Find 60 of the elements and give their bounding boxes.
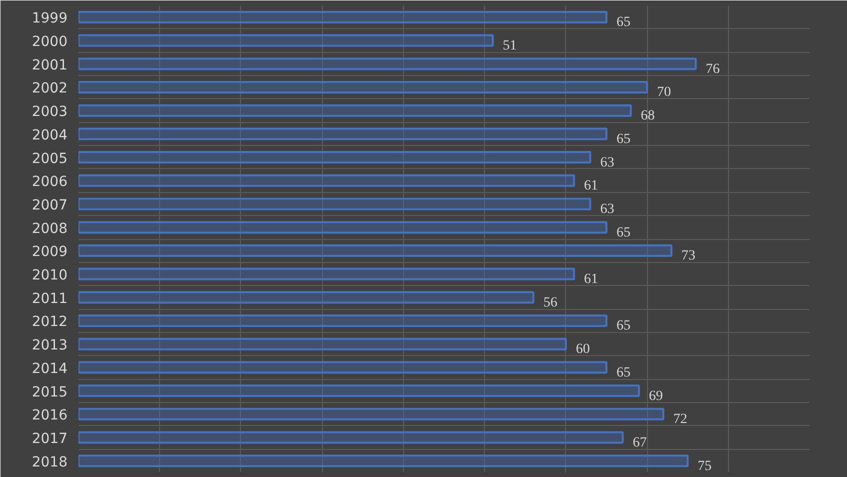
y-tick-label: 2007 bbox=[32, 197, 68, 214]
bar bbox=[78, 128, 608, 140]
data-label: 75 bbox=[698, 458, 712, 474]
data-label: 69 bbox=[648, 388, 663, 404]
data-label: 70 bbox=[657, 85, 672, 100]
data-label: 73 bbox=[681, 248, 696, 264]
bar bbox=[78, 221, 608, 234]
y-tick-label: 2009 bbox=[32, 244, 68, 260]
y-tick-label: 2014 bbox=[32, 360, 68, 377]
data-label: 67 bbox=[632, 435, 647, 450]
y-tick-label: 2012 bbox=[32, 314, 68, 330]
data-label: 65 bbox=[616, 15, 630, 30]
bar bbox=[78, 431, 624, 444]
y-tick-label: 2016 bbox=[32, 408, 68, 424]
bar bbox=[78, 454, 689, 468]
data-label: 56 bbox=[543, 295, 558, 310]
bar bbox=[78, 34, 494, 47]
data-label: 63 bbox=[600, 155, 614, 170]
data-label: 76 bbox=[706, 62, 720, 77]
bar bbox=[78, 104, 632, 117]
y-tick-label: 2017 bbox=[32, 430, 68, 447]
y-tick-label: 2006 bbox=[32, 174, 68, 190]
y-tick-label: 2003 bbox=[32, 104, 68, 120]
y-tick-label: 2002 bbox=[32, 80, 68, 97]
y-tick-label: 2015 bbox=[32, 384, 68, 400]
bar bbox=[78, 10, 608, 24]
data-label: 61 bbox=[584, 178, 598, 194]
y-tick-label: 2004 bbox=[32, 127, 68, 144]
bar bbox=[78, 361, 608, 374]
bar bbox=[78, 198, 592, 210]
data-label: 65 bbox=[616, 318, 630, 334]
y-tick-label: 2001 bbox=[32, 57, 68, 74]
bar bbox=[78, 174, 575, 187]
bar bbox=[78, 151, 592, 164]
y-tick-label: 2011 bbox=[32, 290, 68, 307]
bar bbox=[78, 58, 697, 70]
y-tick-label: 2005 bbox=[32, 150, 68, 167]
y-tick-label: 2010 bbox=[32, 268, 68, 284]
data-label: 51 bbox=[502, 38, 517, 54]
data-label: 60 bbox=[576, 342, 590, 358]
data-label: 65 bbox=[616, 365, 630, 380]
bar bbox=[78, 314, 608, 327]
bar bbox=[78, 80, 648, 94]
data-label: 72 bbox=[673, 412, 688, 428]
y-tick-label: 2000 bbox=[32, 34, 68, 50]
bar bbox=[78, 384, 640, 398]
bar bbox=[78, 408, 664, 420]
data-label: 68 bbox=[640, 108, 655, 124]
bar bbox=[78, 338, 567, 350]
data-label: 65 bbox=[616, 225, 630, 240]
y-tick-label: 2008 bbox=[32, 220, 68, 237]
bar bbox=[78, 268, 575, 280]
bar bbox=[78, 244, 672, 257]
y-tick-label: 1999 bbox=[32, 10, 68, 27]
bar bbox=[78, 291, 534, 304]
y-tick-label: 2013 bbox=[32, 338, 68, 354]
y-tick-label: 2018 bbox=[32, 454, 68, 470]
data-label: 63 bbox=[600, 202, 614, 217]
data-label: 65 bbox=[616, 132, 630, 147]
data-label: 61 bbox=[584, 272, 598, 288]
